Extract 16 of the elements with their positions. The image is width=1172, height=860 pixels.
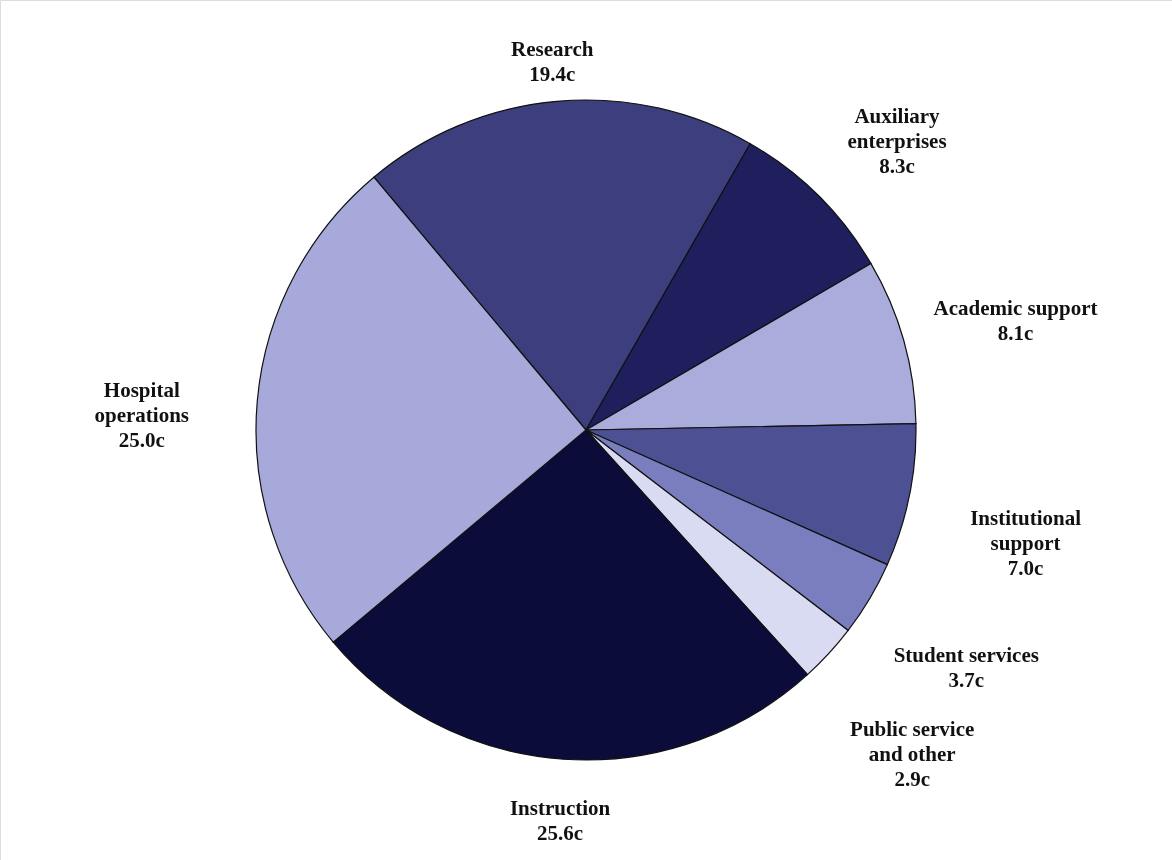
- slice-label: Public service and other: [850, 717, 975, 767]
- slice-label: Research: [511, 37, 594, 62]
- data-label: 25.6c: [537, 820, 584, 845]
- data-label: 7.0c: [1007, 556, 1044, 581]
- slice-label: Academic support: [933, 296, 1098, 321]
- data-label: 2.9c: [894, 767, 930, 792]
- slice-label: Student services: [893, 643, 1039, 668]
- data-label: 25.0c: [118, 428, 165, 453]
- data-label: 3.7c: [948, 668, 985, 693]
- slice-label: Hospital operations: [94, 378, 190, 428]
- slice-label: Instruction: [509, 795, 611, 820]
- slice-label: Institutional support: [970, 506, 1082, 556]
- data-label: 8.1c: [997, 321, 1034, 346]
- data-label: 8.3c: [879, 153, 915, 178]
- slice-label: Auxiliary enterprises: [847, 103, 947, 153]
- data-label: 19.4c: [529, 62, 576, 87]
